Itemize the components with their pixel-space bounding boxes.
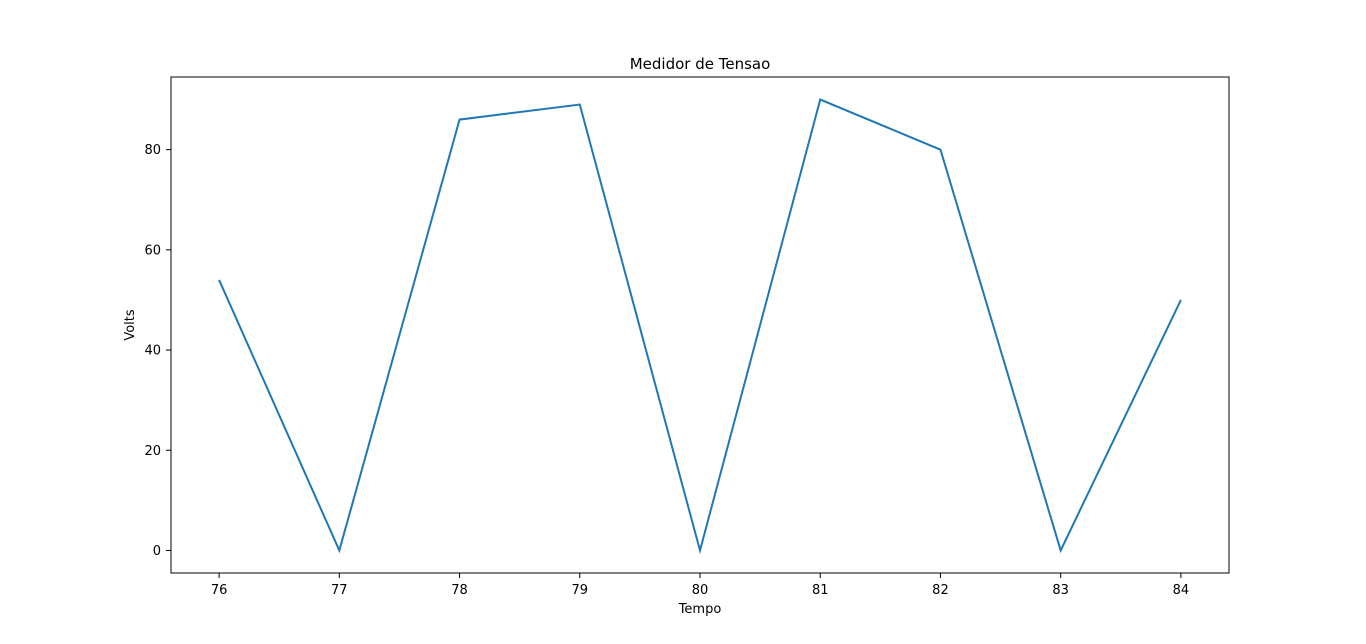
y-tick-label: 80 [144, 143, 161, 158]
x-tick-label: 80 [692, 583, 709, 598]
x-tick-label: 84 [1173, 583, 1190, 598]
y-tick-label: 60 [144, 243, 161, 258]
x-axis-label: Tempo [678, 602, 722, 617]
x-tick-label: 82 [932, 583, 949, 598]
series-layer [218, 98, 1182, 555]
plot-frame [170, 76, 1230, 574]
y-tick-label: 20 [144, 444, 161, 459]
y-tick-label: 0 [153, 544, 161, 559]
x-tick-label: 76 [211, 583, 228, 598]
plot-background [171, 77, 1229, 573]
x-axis-ticks: 76 77 78 79 80 81 82 83 84 [211, 573, 1189, 598]
plot-area [171, 77, 1229, 573]
x-tick-label: 78 [451, 583, 468, 598]
series-line-1 [218, 98, 1182, 555]
x-tick-label: 81 [812, 583, 829, 598]
x-tick-label: 79 [571, 583, 588, 598]
x-tick-label: 77 [331, 583, 348, 598]
x-tick-label: 83 [1052, 583, 1069, 598]
y-tick-label: 40 [144, 344, 161, 359]
y-axis-ticks: 0 20 40 60 80 [144, 143, 171, 559]
chart-title: Medidor de Tensao [630, 55, 771, 73]
y-axis-label: Volts [123, 309, 138, 341]
